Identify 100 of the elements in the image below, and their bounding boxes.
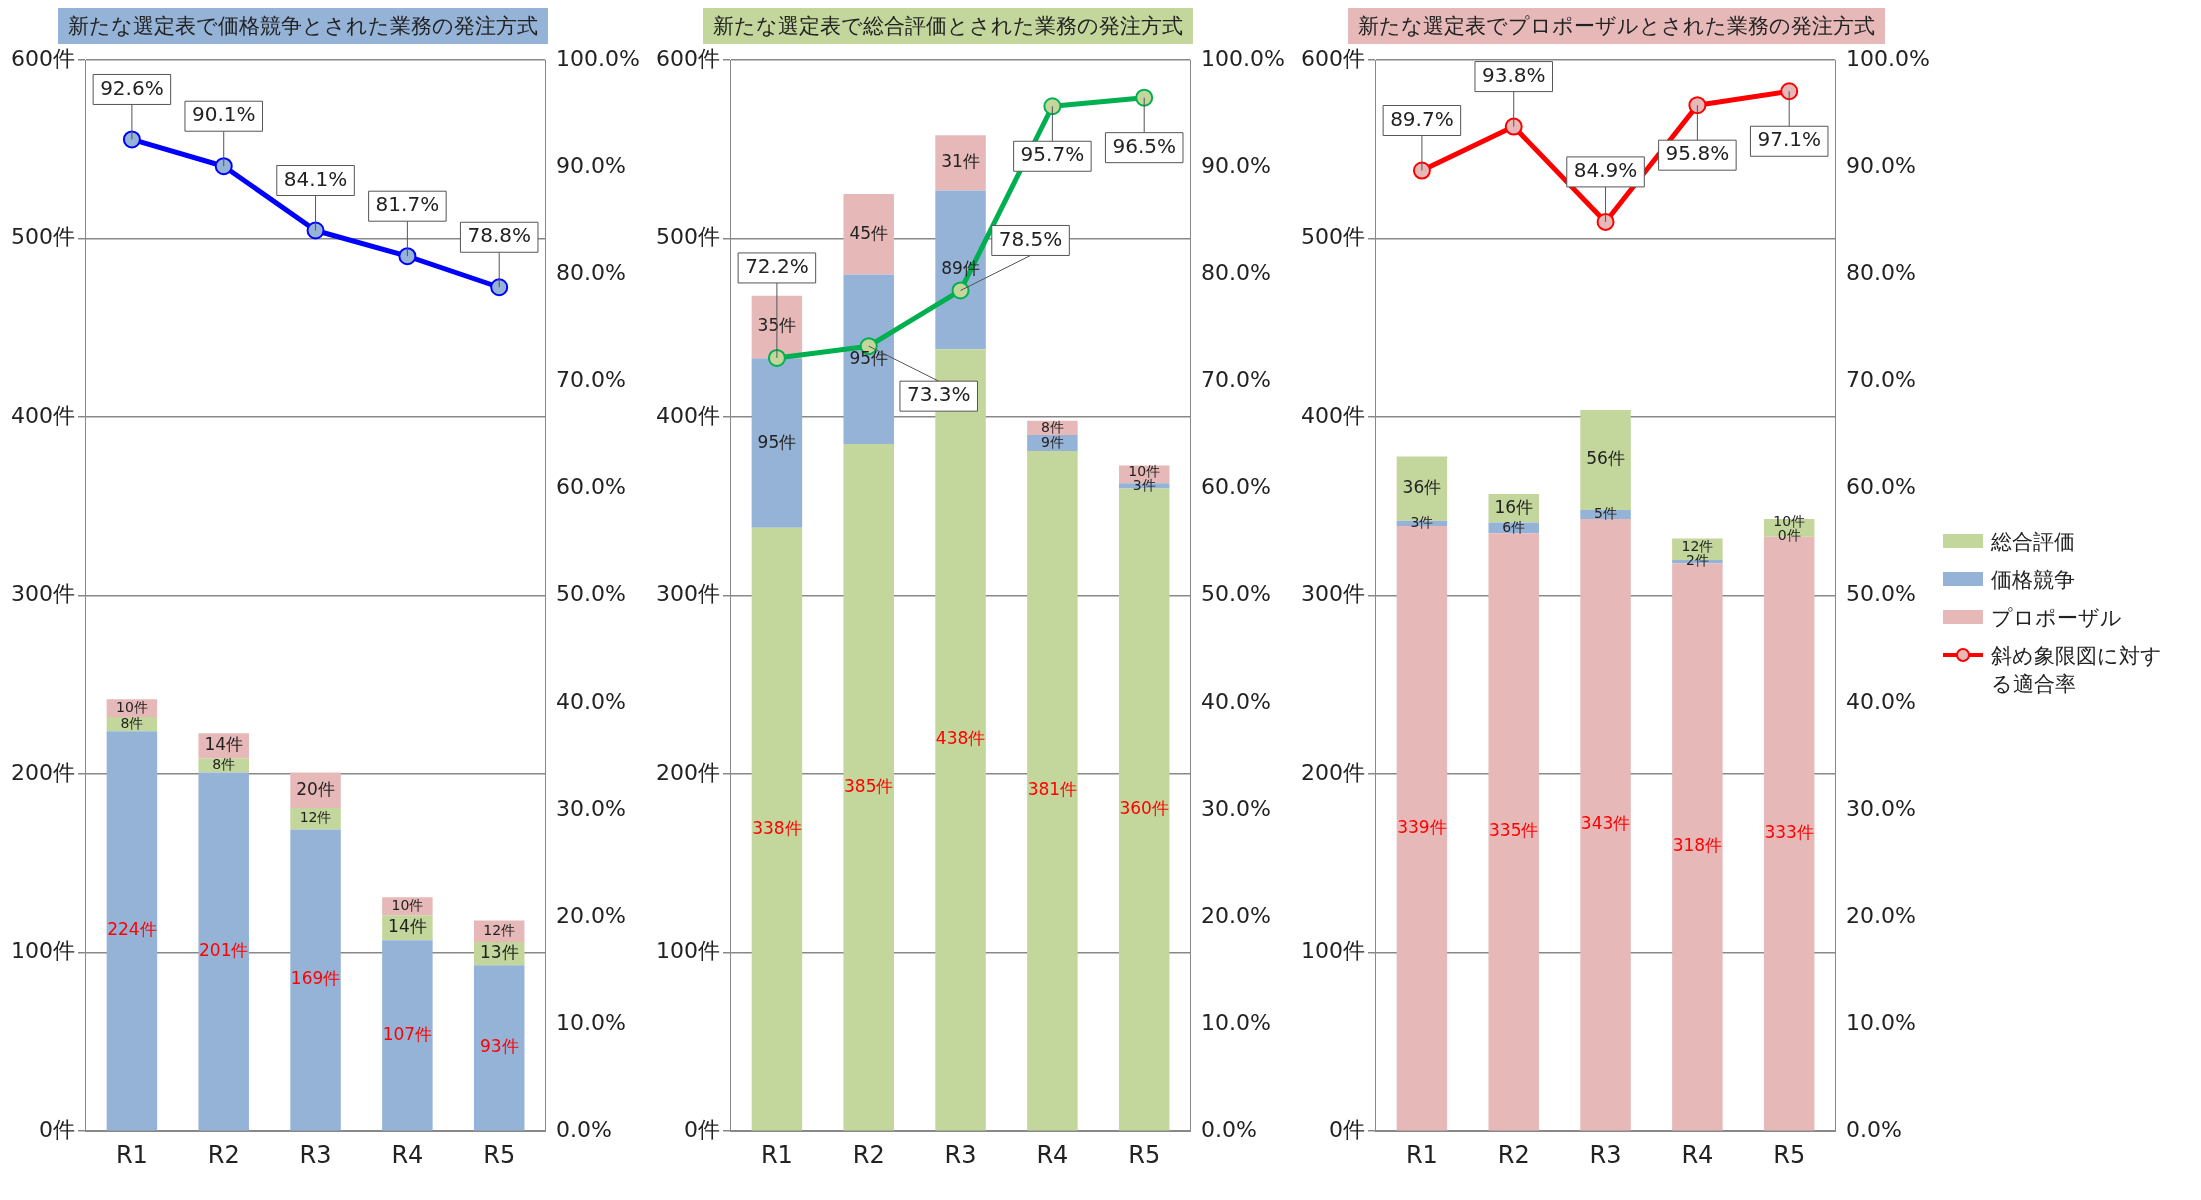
y2-tick-label: 20.0% (556, 902, 626, 928)
y2-tick-label: 90.0% (556, 153, 626, 179)
data-label: 12件 (483, 921, 516, 938)
y2-tick-label: 60.0% (556, 474, 626, 500)
y-tick-label: 600件 (1300, 45, 1365, 71)
y-tick-label: 500件 (1300, 224, 1365, 250)
bar (751, 358, 803, 528)
data-label: 318件 (1672, 835, 1723, 856)
data-label: 31件 (941, 151, 980, 172)
data-label: 35件 (757, 315, 797, 336)
x-tick-label: R2 (852, 1140, 885, 1169)
x-tick-label: R5 (483, 1140, 516, 1169)
y2-tick-label: 30.0% (1201, 795, 1271, 821)
point (1135, 88, 1154, 107)
data-label: 335件 (1489, 820, 1539, 841)
x-tick-label: R5 (1128, 1140, 1161, 1169)
point (214, 157, 233, 176)
data-label: 381件 (1027, 779, 1078, 800)
y2-tick-label: 90.0% (1201, 153, 1271, 179)
bar (106, 731, 158, 1131)
y2-tick-label: 40.0% (556, 688, 626, 714)
data-label: 36件 (1402, 477, 1442, 498)
data-label: 6件 (1502, 518, 1526, 535)
data-label: 93.8% (1481, 62, 1546, 87)
data-label: 72.2% (745, 254, 809, 279)
data-label: 3件 (1410, 514, 1434, 531)
point (398, 247, 417, 266)
data-label: 14件 (388, 916, 427, 937)
data-label: 95.7% (1020, 142, 1085, 167)
point (951, 281, 970, 300)
data-label: 2件 (1685, 552, 1709, 569)
bar (198, 772, 249, 1131)
y-tick-label: 400件 (10, 402, 75, 428)
y-tick-label: 200件 (1300, 759, 1365, 785)
y2-tick-label: 40.0% (1846, 688, 1916, 714)
x-tick-label: R1 (1405, 1140, 1438, 1169)
data-label: 73.3% (906, 382, 971, 407)
point (1504, 117, 1523, 136)
data-label: 338件 (752, 817, 802, 838)
y2-tick-label: 30.0% (556, 795, 626, 821)
y-tick-label: 100件 (10, 938, 75, 964)
data-label: 97.1% (1757, 127, 1821, 152)
x-tick-label: R3 (944, 1140, 977, 1169)
bar (473, 965, 525, 1131)
y-tick-label: 0件 (683, 1116, 720, 1142)
x-tick-label: R5 (1773, 1140, 1806, 1169)
point (122, 130, 141, 149)
y2-tick-label: 50.0% (1201, 581, 1271, 607)
data-label: 10件 (1773, 513, 1806, 530)
bar (751, 527, 803, 1131)
y-tick-label: 100件 (1300, 938, 1365, 964)
data-label: 45件 (849, 222, 889, 243)
data-label: 90.1% (191, 102, 256, 127)
y2-tick-label: 20.0% (1846, 902, 1916, 928)
y-tick-label: 600件 (655, 45, 720, 71)
data-label: 438件 (935, 728, 986, 749)
point (1688, 96, 1707, 115)
y2-tick-label: 60.0% (1846, 474, 1916, 500)
bar (1580, 518, 1631, 1131)
data-label: 8件 (1040, 418, 1064, 435)
data-label: 5件 (1594, 505, 1618, 522)
bar (843, 443, 894, 1131)
y2-tick-label: 80.0% (1201, 260, 1271, 286)
y2-tick-label: 70.0% (1846, 367, 1916, 393)
data-label: 333件 (1764, 822, 1814, 843)
y-tick-label: 200件 (655, 759, 720, 785)
data-label: 92.6% (100, 75, 164, 100)
data-label: 360件 (1119, 797, 1169, 818)
point (306, 221, 325, 240)
y2-tick-label: 80.0% (1846, 260, 1916, 286)
y-tick-label: 0件 (38, 1116, 75, 1142)
bar (935, 135, 986, 191)
data-label: 95.8% (1665, 141, 1730, 166)
x-tick-label: R4 (1681, 1140, 1714, 1169)
data-label: 385件 (844, 775, 894, 796)
data-label: 343件 (1580, 813, 1631, 834)
bar (935, 190, 986, 350)
y2-tick-label: 0.0% (1846, 1116, 1903, 1142)
y2-tick-label: 40.0% (1201, 688, 1271, 714)
bar (1027, 451, 1078, 1131)
data-label: 14件 (204, 734, 244, 755)
data-label: 95件 (757, 431, 797, 452)
data-label: 8件 (212, 755, 236, 772)
y-tick-label: 0件 (1328, 1116, 1365, 1142)
y2-tick-label: 100.0% (556, 45, 640, 71)
data-label: 201件 (199, 939, 249, 960)
data-label: 339件 (1397, 816, 1447, 837)
point (1412, 161, 1431, 180)
x-tick-label: R2 (207, 1140, 240, 1169)
y-tick-label: 300件 (10, 581, 75, 607)
x-tick-label: R4 (391, 1140, 424, 1169)
y2-tick-label: 70.0% (1201, 367, 1271, 393)
y-tick-label: 400件 (1300, 402, 1365, 428)
data-label: 93件 (479, 1036, 519, 1057)
y2-tick-label: 0.0% (556, 1116, 613, 1142)
point (767, 348, 786, 367)
y-tick-label: 300件 (655, 581, 720, 607)
data-label: 10件 (1128, 462, 1161, 479)
data-label: 96.5% (1112, 133, 1176, 158)
point (1043, 97, 1062, 116)
